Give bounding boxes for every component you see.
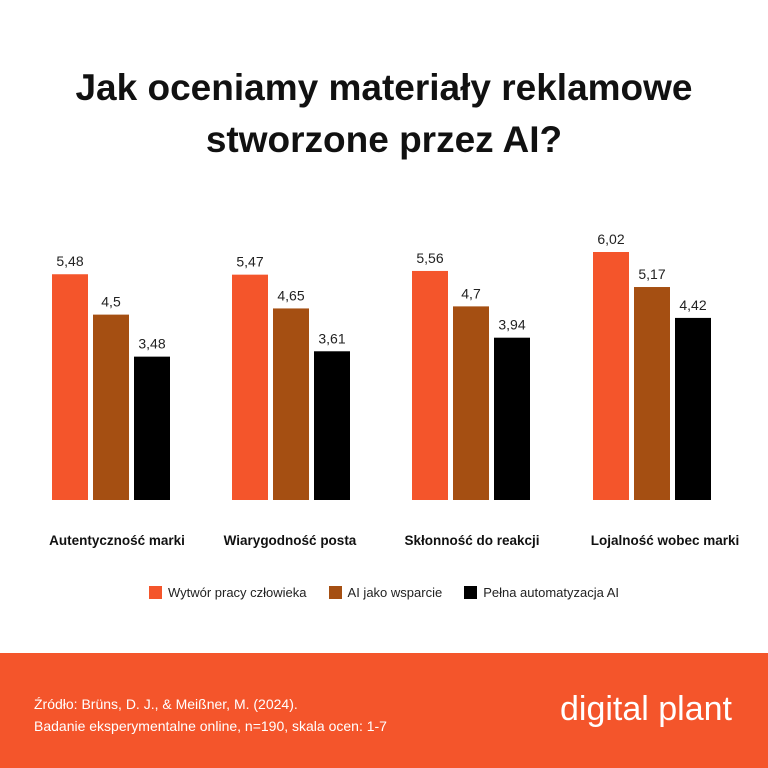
legend-swatch-ai-support <box>328 586 342 599</box>
brand-logo: digital plant <box>559 690 732 728</box>
data-label-lojalnosc-wobec-marki-series-1: 6,02 <box>597 231 624 247</box>
source-line-2: Badanie eksperymentalne online, n=190, s… <box>34 718 387 734</box>
data-label-lojalnosc-wobec-marki-series-2: 5,17 <box>638 266 665 282</box>
legend-swatch-human <box>148 586 162 599</box>
bar-lojalnosc-wobec-marki-series-3 <box>675 317 711 500</box>
bar-sklonnosc-do-reakcji-series-3 <box>494 337 530 500</box>
bar-chart: 5,48 4,5 3,48 Autentyczność marki 5,47 4,65 3,… <box>49 231 740 548</box>
chart-title-line-2: stworzone przez AI? <box>205 119 563 160</box>
legend-label-ai-support: AI jako wsparcie <box>347 585 443 600</box>
legend-label-human: Wytwór pracy człowieka <box>167 585 307 600</box>
bar-autentycznosc-marki-series-3 <box>134 356 170 500</box>
bar-autentycznosc-marki-series-1 <box>52 274 88 500</box>
legend-item-full-ai: Pełna automatyzacja AI <box>464 585 619 600</box>
chart-title-line-1: Jak oceniamy materiały reklamowe <box>75 67 693 108</box>
chart-title: Jak oceniamy materiały reklamowe stworzo… <box>0 62 768 166</box>
footer-banner: Źródło: Brüns, D. J., & Meißner, M. (202… <box>0 653 768 768</box>
source-line-1: Źródło: Brüns, D. J., & Meißner, M. (202… <box>34 696 298 712</box>
legend-item-ai-support: AI jako wsparcie <box>328 585 443 600</box>
bar-sklonnosc-do-reakcji-series-1 <box>412 270 448 500</box>
source-note: Źródło: Brüns, D. J., & Meißner, M. (202… <box>34 693 387 737</box>
bar-lojalnosc-wobec-marki-series-1 <box>593 252 629 500</box>
category-label-wiarygodnosc-posta: Wiarygodność posta <box>224 533 357 548</box>
data-label-wiarygodnosc-posta-series-2: 4,65 <box>277 287 304 303</box>
legend-item-human: Wytwór pracy człowieka <box>148 585 307 600</box>
data-label-autentycznosc-marki-series-3: 3,48 <box>138 336 165 352</box>
bar-wiarygodnosc-posta-series-3 <box>314 351 350 500</box>
data-label-sklonnosc-do-reakcji-series-1: 5,56 <box>416 250 443 266</box>
data-label-sklonnosc-do-reakcji-series-3: 3,94 <box>498 317 525 333</box>
legend-swatch-full-ai <box>464 586 478 599</box>
bar-autentycznosc-marki-series-2 <box>93 314 129 500</box>
legend: Wytwór pracy człowieka AI jako wsparcie … <box>0 585 768 600</box>
legend-label-full-ai: Pełna automatyzacja AI <box>483 585 620 600</box>
category-label-autentycznosc-marki: Autentyczność marki <box>49 533 185 548</box>
data-label-sklonnosc-do-reakcji-series-2: 4,7 <box>461 285 481 301</box>
category-label-sklonnosc-do-reakcji: Skłonność do reakcji <box>404 533 539 548</box>
data-label-autentycznosc-marki-series-2: 4,5 <box>101 294 121 310</box>
data-label-autentycznosc-marki-series-1: 5,48 <box>56 253 83 269</box>
category-label-lojalnosc-wobec-marki: Lojalność wobec marki <box>591 533 740 548</box>
bar-lojalnosc-wobec-marki-series-2 <box>634 287 670 500</box>
bar-wiarygodnosc-posta-series-1 <box>232 274 268 500</box>
data-label-lojalnosc-wobec-marki-series-3: 4,42 <box>679 297 706 313</box>
data-label-wiarygodnosc-posta-series-3: 3,61 <box>318 330 345 346</box>
bar-sklonnosc-do-reakcji-series-2 <box>453 306 489 500</box>
bar-wiarygodnosc-posta-series-2 <box>273 308 309 500</box>
data-label-wiarygodnosc-posta-series-1: 5,47 <box>236 254 263 270</box>
